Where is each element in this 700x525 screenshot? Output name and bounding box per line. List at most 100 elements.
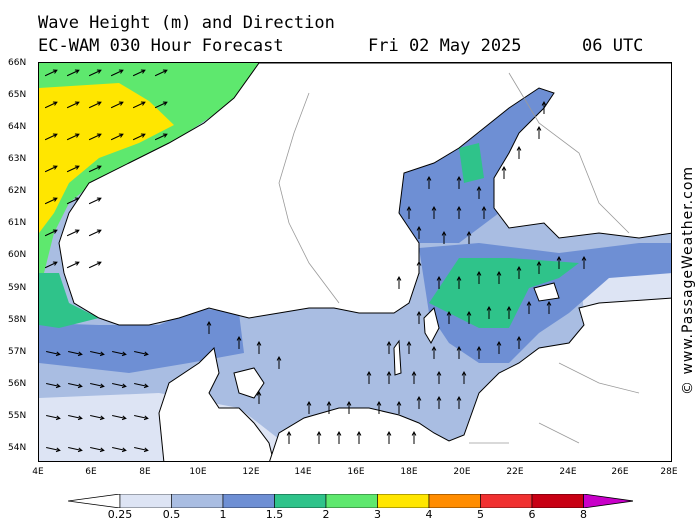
- wave-arrow: [416, 395, 422, 409]
- lon-label: 16E: [347, 467, 365, 477]
- wave-arrow: [66, 197, 80, 205]
- wave-arrow: [110, 133, 124, 141]
- wave-arrow: [154, 133, 168, 141]
- wave-arrow: [44, 133, 58, 141]
- wave-arrow: [88, 165, 102, 173]
- lon-label: 20E: [453, 467, 471, 477]
- lat-label: 60N: [8, 250, 27, 260]
- wave-arrow: [90, 447, 105, 453]
- wave-arrow: [68, 383, 83, 389]
- wave-arrow: [356, 430, 362, 444]
- wave-arrow: [541, 100, 547, 114]
- wave-arrow: [134, 383, 149, 389]
- wave-arrow: [154, 101, 168, 109]
- wave-arrow: [411, 370, 417, 384]
- forecast-date: Fri 02 May 2025: [368, 36, 522, 56]
- lon-label: 8E: [139, 467, 151, 477]
- forecast-time: 06 UTC: [582, 36, 644, 56]
- wave-arrow: [581, 255, 587, 269]
- wave-arrow: [44, 197, 58, 205]
- wave-arrow: [506, 305, 512, 319]
- legend-swatch: [583, 494, 633, 508]
- wave-arrow: [446, 310, 452, 324]
- color-legend: [68, 494, 633, 508]
- wave-arrow: [476, 185, 482, 199]
- lat-label: 61N: [8, 218, 27, 228]
- wave-arrow: [66, 101, 80, 109]
- wave-arrow: [112, 447, 127, 453]
- wave-arrow: [456, 175, 462, 189]
- wave-arrow: [496, 270, 502, 284]
- legend-swatch: [480, 494, 533, 508]
- lon-label: 12E: [242, 467, 260, 477]
- land-oland: [393, 339, 402, 376]
- legend-swatch: [68, 494, 121, 508]
- wave-arrow: [396, 400, 402, 414]
- wave-arrow: [88, 261, 102, 269]
- wave-arrow: [326, 400, 332, 414]
- wave-zone-yellow: [39, 83, 174, 233]
- wave-arrow: [516, 335, 522, 349]
- wave-arrow: [134, 447, 149, 453]
- country-borders: [278, 72, 640, 444]
- legend-swatch: [274, 494, 327, 508]
- legend-tick-label: 1: [219, 508, 227, 521]
- land-zealand: [233, 367, 265, 399]
- wave-arrow: [110, 69, 124, 77]
- wave-arrow: [88, 197, 102, 205]
- title: Wave Height (m) and Direction: [38, 13, 335, 33]
- legend-tick-label: 0.5: [162, 508, 181, 521]
- wave-arrow: [236, 335, 242, 349]
- wave-arrow: [66, 229, 80, 237]
- legend-swatch: [377, 494, 430, 508]
- wave-arrow: [46, 351, 61, 357]
- legend-tick-label: 1.5: [265, 508, 284, 521]
- wave-arrow: [461, 370, 467, 384]
- wave-arrow: [416, 260, 422, 274]
- wave-arrow: [46, 383, 61, 389]
- map[interactable]: [38, 62, 672, 462]
- wave-arrow: [416, 225, 422, 239]
- wave-arrow: [68, 447, 83, 453]
- wave-arrow: [44, 229, 58, 237]
- wave-arrow: [132, 69, 146, 77]
- wave-arrow: [112, 383, 127, 389]
- wave-arrow: [436, 275, 442, 289]
- wave-arrow: [66, 69, 80, 77]
- lat-label: 62N: [8, 186, 27, 196]
- wave-arrow: [68, 351, 83, 357]
- wave-arrow: [88, 69, 102, 77]
- wave-arrow: [476, 345, 482, 359]
- wave-zone-green-central: [429, 258, 579, 328]
- wave-arrow: [90, 351, 105, 357]
- wave-arrow: [556, 255, 562, 269]
- lon-label: 14E: [294, 467, 312, 477]
- credit-text: © www.PassageWeather.com: [680, 165, 696, 395]
- legend-swatch: [119, 494, 172, 508]
- wave-arrow: [66, 133, 80, 141]
- lon-label: 24E: [559, 467, 577, 477]
- wave-arrow: [436, 370, 442, 384]
- lat-label: 66N: [8, 58, 27, 68]
- wave-arrow: [90, 383, 105, 389]
- wave-arrow: [496, 340, 502, 354]
- wave-arrow: [134, 351, 149, 357]
- land-denmark: [158, 346, 275, 461]
- wave-arrow: [88, 101, 102, 109]
- wave-arrow: [306, 400, 312, 414]
- wave-arrow: [386, 370, 392, 384]
- wave-arrow: [411, 430, 417, 444]
- lat-label: 58N: [8, 315, 27, 325]
- wave-arrow: [90, 415, 105, 421]
- legend-swatch: [531, 494, 584, 508]
- wave-arrow: [88, 133, 102, 141]
- wave-arrow: [536, 260, 542, 274]
- legend-tick-label: 4: [425, 508, 433, 521]
- wave-arrow: [466, 310, 472, 324]
- wave-arrow: [456, 275, 462, 289]
- wave-arrow: [501, 165, 507, 179]
- wave-arrow: [386, 430, 392, 444]
- wave-arrow: [276, 355, 282, 369]
- wave-arrow: [336, 430, 342, 444]
- lon-label: 18E: [400, 467, 418, 477]
